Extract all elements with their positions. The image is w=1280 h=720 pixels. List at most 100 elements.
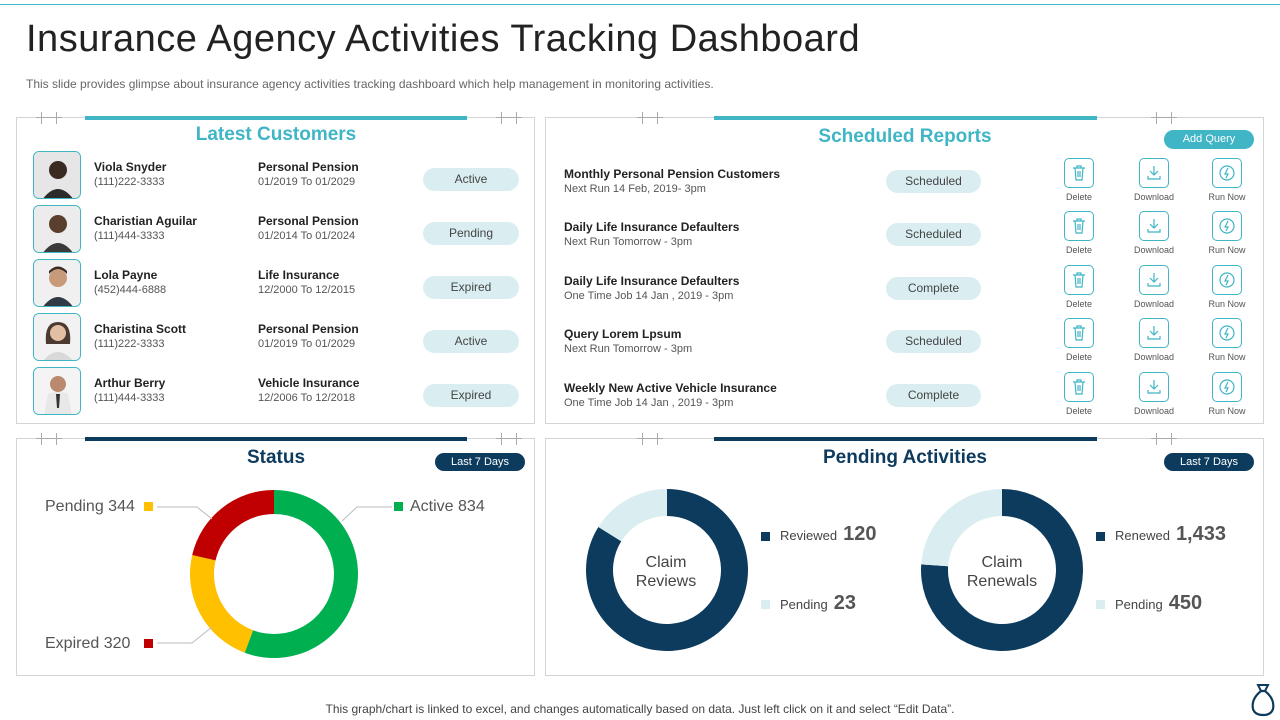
customer-plan: Vehicle Insurance: [258, 376, 360, 390]
active-leader-line: [341, 506, 392, 522]
report-name: Daily Life Insurance Defaulters: [564, 274, 740, 288]
report-schedule: One Time Job 14 Jan , 2019 - 3pm: [564, 290, 734, 302]
status-badge: Active: [423, 168, 519, 191]
report-status-badge: Scheduled: [886, 170, 981, 193]
expired-legend-swatch: [144, 639, 153, 648]
customer-row[interactable]: Viola Snyder (111)222-3333 Personal Pens…: [17, 151, 535, 201]
claim-renewals-center-label: Claim Renewals: [966, 554, 1038, 590]
report-schedule: Next Run Tomorrow - 3pm: [564, 236, 693, 248]
report-row: Daily Life Insurance Defaulters One Time…: [546, 265, 1264, 315]
customer-plan: Personal Pension: [258, 214, 359, 228]
delete-button[interactable]: Delete: [1049, 211, 1109, 255]
customer-name: Charistian Aguilar: [94, 214, 197, 228]
delete-button[interactable]: Delete: [1049, 318, 1109, 362]
report-schedule: One Time Job 14 Jan , 2019 - 3pm: [564, 397, 734, 409]
customer-row[interactable]: Lola Payne (452)444-6888 Life Insurance …: [17, 259, 535, 309]
customer-plan: Life Insurance: [258, 268, 340, 282]
trash-icon: [1073, 379, 1085, 395]
report-row: Query Lorem Lpsum Next Run Tomorrow - 3p…: [546, 318, 1264, 368]
delete-button[interactable]: Delete: [1049, 158, 1109, 202]
customer-plan: Personal Pension: [258, 160, 359, 174]
pending-donut-charts: [586, 489, 1083, 651]
customer-name: Viola Snyder: [94, 160, 167, 174]
pending-activities-panel: Pending Activities Last 7 Days Claim Rev…: [545, 433, 1264, 676]
run-now-button[interactable]: Run Now: [1197, 158, 1257, 202]
customer-name: Arthur Berry: [94, 376, 166, 390]
panel-tick: [1151, 112, 1177, 124]
download-icon: [1147, 166, 1161, 180]
page-title: Insurance Agency Activities Tracking Das…: [26, 18, 861, 60]
customer-dates: 12/2006 To 12/2018: [258, 392, 356, 404]
add-query-button[interactable]: Add Query: [1164, 130, 1254, 149]
renewals-pending-value: 450: [1168, 592, 1203, 614]
pending-period-button[interactable]: Last 7 Days: [1164, 453, 1254, 471]
reviews-pending-label: Pending: [780, 597, 828, 612]
report-schedule: Next Run 14 Feb, 2019- 3pm: [564, 183, 706, 195]
reviewed-label: Reviewed: [780, 528, 838, 543]
renewed-value: 1,433: [1175, 523, 1226, 545]
delete-button[interactable]: Delete: [1049, 372, 1109, 416]
delete-button[interactable]: Delete: [1049, 265, 1109, 309]
panel-tick: [637, 112, 663, 124]
reviewed-legend: Reviewed 120: [780, 523, 876, 546]
status-badge: Active: [423, 330, 519, 353]
download-button[interactable]: Download: [1124, 158, 1184, 202]
expired-legend-label: Expired 320: [45, 635, 131, 652]
panel-tick: [36, 112, 62, 124]
download-button[interactable]: Download: [1124, 211, 1184, 255]
trash-icon: [1073, 272, 1085, 288]
renewals-pending-legend-swatch: [1096, 600, 1105, 609]
run-now-button[interactable]: Run Now: [1197, 372, 1257, 416]
trash-icon: [1073, 218, 1085, 234]
panel-accent: [714, 437, 1097, 441]
report-status-badge: Complete: [886, 384, 981, 407]
renewed-label: Renewed: [1115, 528, 1170, 543]
report-row: Daily Life Insurance Defaulters Next Run…: [546, 211, 1264, 261]
customer-phone: (111)222-3333: [94, 176, 165, 188]
renewed-slice: [921, 489, 1083, 651]
claim-reviews-center-label: Claim Reviews: [635, 554, 697, 590]
renewals-pending-label: Pending: [1115, 597, 1163, 612]
expired-slice: [192, 490, 274, 561]
active-slice: [244, 490, 359, 658]
report-name: Monthly Personal Pension Customers: [564, 167, 781, 181]
report-row: Monthly Personal Pension Customers Next …: [546, 158, 1264, 208]
download-button[interactable]: Download: [1124, 318, 1184, 362]
report-name: Weekly New Active Vehicle Insurance: [564, 381, 777, 395]
pending-activities-title: Pending Activities: [823, 447, 987, 468]
expired-leader-line: [157, 626, 213, 644]
download-icon: [1147, 219, 1161, 233]
active-legend-swatch: [394, 502, 403, 511]
customer-row[interactable]: Arthur Berry (111)444-3333 Vehicle Insur…: [17, 367, 535, 417]
download-button[interactable]: Download: [1124, 372, 1184, 416]
customer-phone: (111)222-3333: [94, 338, 165, 350]
avatar: [33, 367, 81, 415]
status-donut-chart: [157, 490, 392, 658]
avatar: [33, 313, 81, 361]
customer-dates: 01/2019 To 01/2029: [258, 176, 356, 188]
customer-name: Lola Payne: [94, 268, 158, 282]
customer-name: Charistina Scott: [94, 322, 187, 336]
status-period-button[interactable]: Last 7 Days: [435, 453, 525, 471]
latest-customers-panel: Latest Customers Viola Snyder (111)222-3…: [16, 112, 535, 424]
latest-customers-title: Latest Customers: [195, 124, 357, 145]
run-now-button[interactable]: Run Now: [1197, 318, 1257, 362]
customer-row[interactable]: Charistian Aguilar (111)444-3333 Persona…: [17, 205, 535, 255]
avatar: [33, 151, 81, 199]
download-icon: [1147, 326, 1161, 340]
report-status-badge: Complete: [886, 277, 981, 300]
panel-tick: [637, 433, 663, 445]
report-status-badge: Scheduled: [886, 330, 981, 353]
reviews-pending-slice: [598, 489, 667, 542]
page-subtitle: This slide provides glimpse about insura…: [26, 77, 714, 91]
report-status-badge: Scheduled: [886, 223, 981, 246]
run-icon: [1219, 218, 1235, 234]
run-now-button[interactable]: Run Now: [1197, 265, 1257, 309]
download-button[interactable]: Download: [1124, 265, 1184, 309]
customer-row[interactable]: Charistina Scott (111)222-3333 Personal …: [17, 313, 535, 363]
renewals-pending-legend: Pending 450: [1115, 592, 1202, 615]
run-now-button[interactable]: Run Now: [1197, 211, 1257, 255]
status-badge: Pending: [423, 222, 519, 245]
scheduled-reports-panel: Scheduled Reports Add Query Monthly Pers…: [545, 112, 1264, 424]
customer-phone: (452)444-6888: [94, 284, 167, 296]
